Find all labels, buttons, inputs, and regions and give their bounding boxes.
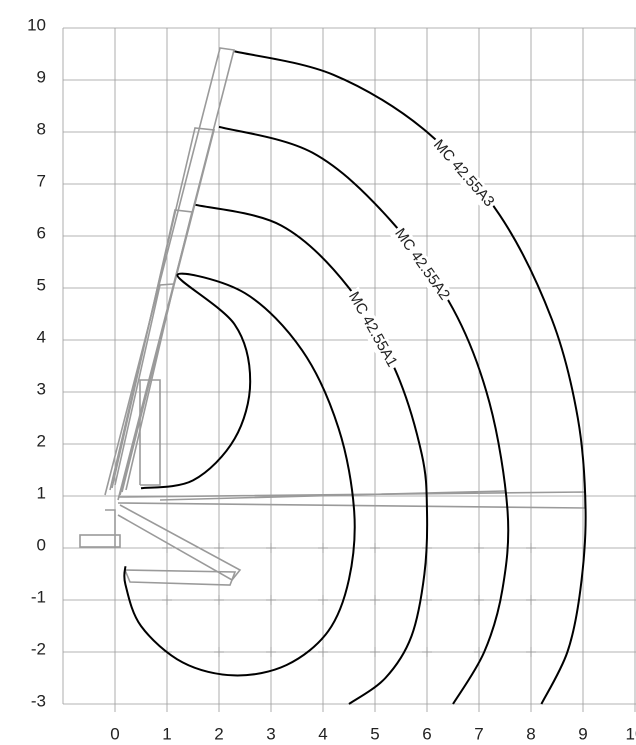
- curve: [234, 50, 587, 705]
- x-tick-label: 9: [578, 724, 587, 743]
- y-tick-label: 9: [37, 67, 46, 86]
- plus-marker: [266, 647, 276, 657]
- plus-marker: [370, 595, 380, 605]
- y-tick-label: 4: [37, 327, 46, 346]
- x-tick-label: 8: [526, 724, 535, 743]
- plus-marker: [318, 543, 328, 553]
- plus-marker: [266, 543, 276, 553]
- curve: [195, 203, 429, 705]
- x-tick-label: 4: [318, 724, 327, 743]
- curve-label: MC 42.55A1: [345, 289, 401, 370]
- plus-marker: [370, 543, 380, 553]
- y-tick-label: 5: [37, 275, 46, 294]
- crane-drawing: [79, 47, 586, 586]
- curve: [218, 125, 510, 705]
- y-tick-label: 3: [37, 379, 46, 398]
- y-tick-label: -1: [31, 587, 46, 606]
- plus-marker: [214, 543, 224, 553]
- plus-marker: [266, 595, 276, 605]
- y-tick-label: -3: [31, 691, 46, 710]
- y-tick-label: 6: [37, 223, 46, 242]
- plus-marker: [526, 543, 536, 553]
- grid-markers: [162, 543, 536, 657]
- plus-marker: [214, 595, 224, 605]
- label-background: [342, 286, 402, 373]
- plus-marker: [318, 595, 328, 605]
- plus-marker: [318, 647, 328, 657]
- plus-marker: [214, 647, 224, 657]
- y-tick-label: 0: [37, 535, 46, 554]
- curve-label: MC 42.55A3: [430, 136, 498, 210]
- y-tick-label: 8: [37, 119, 46, 138]
- x-tick-label: 1: [162, 724, 171, 743]
- plus-marker: [526, 647, 536, 657]
- x-tick-label: 2: [214, 724, 223, 743]
- plus-marker: [162, 595, 172, 605]
- y-tick-label: 1: [37, 483, 46, 502]
- plus-marker: [474, 647, 484, 657]
- curves: [123, 50, 587, 705]
- x-tick-label: 3: [266, 724, 275, 743]
- x-tick-label: 0: [110, 724, 119, 743]
- grid: [62, 27, 636, 712]
- plus-marker: [422, 595, 432, 605]
- plus-marker: [474, 543, 484, 553]
- y-tick-label: 7: [37, 171, 46, 190]
- curve: [123, 272, 356, 677]
- y-tick-label: 2: [37, 431, 46, 450]
- x-tick-label: 5: [370, 724, 379, 743]
- label-background: [389, 223, 455, 306]
- x-tick-label: 10: [626, 724, 636, 743]
- y-tick-label: -2: [31, 639, 46, 658]
- x-tick-label: 6: [422, 724, 431, 743]
- plus-marker: [526, 595, 536, 605]
- x-tick-label: 7: [474, 724, 483, 743]
- plus-marker: [422, 647, 432, 657]
- plus-marker: [370, 647, 380, 657]
- curve-label: MC 42.55A2: [391, 225, 453, 303]
- plus-marker: [162, 543, 172, 553]
- y-tick-label: 10: [27, 15, 46, 34]
- label-background: [427, 134, 500, 213]
- plus-marker: [474, 595, 484, 605]
